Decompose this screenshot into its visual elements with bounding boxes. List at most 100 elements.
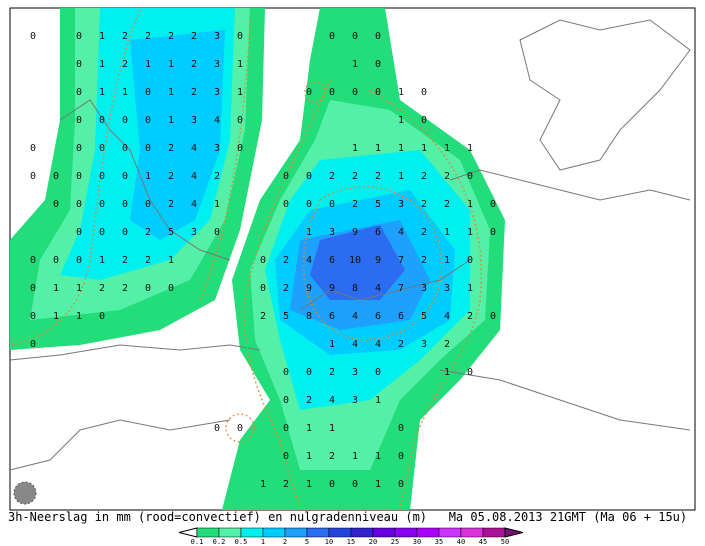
grid-value: 0 xyxy=(99,227,105,238)
grid-value: 3 xyxy=(421,283,427,294)
colorbar-label: 15 xyxy=(347,538,355,546)
grid-value: 3 xyxy=(421,339,427,350)
grid-value: 10 xyxy=(349,255,361,266)
colorbar-segment xyxy=(460,527,484,538)
colorbar-segment xyxy=(196,527,220,538)
grid-value: 2 xyxy=(122,31,128,42)
coastlines xyxy=(9,19,691,471)
grid-value: 0 xyxy=(306,199,312,210)
grid-value: 0 xyxy=(99,115,105,126)
logo xyxy=(13,481,37,505)
grid-value: 2 xyxy=(329,367,335,378)
colorbar-segment xyxy=(416,527,440,538)
grid-value: 1 xyxy=(260,479,266,490)
grid-value: 1 xyxy=(398,115,404,126)
grid-value: 1 xyxy=(444,143,450,154)
grid-value: 0 xyxy=(490,311,496,322)
grid-value: 0 xyxy=(237,115,243,126)
grid-value: 1 xyxy=(467,143,473,154)
grid-value: 3 xyxy=(398,199,404,210)
grid-value: 0 xyxy=(76,171,82,182)
grid-value: 0 xyxy=(467,255,473,266)
colorbar-label: 20 xyxy=(369,538,377,546)
colorbar-label: 50 xyxy=(501,538,509,546)
colorbar-segment xyxy=(372,527,396,538)
grid-value: 2 xyxy=(421,227,427,238)
grid-value: 4 xyxy=(352,339,358,350)
grid-value: 4 xyxy=(191,143,197,154)
colorbar-label: 30 xyxy=(413,538,421,546)
grid-value: 0 xyxy=(76,31,82,42)
grid-value: 6 xyxy=(375,311,381,322)
colorbar-segment xyxy=(394,527,418,538)
grid-value: 9 xyxy=(352,227,358,238)
grid-value: 1 xyxy=(168,255,174,266)
colorbar-label: 45 xyxy=(479,538,487,546)
grid-value: 1 xyxy=(375,479,381,490)
colorbar-segment xyxy=(262,527,286,538)
grid-value: 0 xyxy=(237,143,243,154)
grid-value: 0 xyxy=(375,31,381,42)
grid-value: 3 xyxy=(214,143,220,154)
grid-value: 2 xyxy=(283,255,289,266)
grid-value: 0 xyxy=(306,87,312,98)
grid-value: 1 xyxy=(168,59,174,70)
grid-value: 0 xyxy=(398,423,404,434)
grid-value: 6 xyxy=(375,227,381,238)
grid-value: 2 xyxy=(444,171,450,182)
grid-value: 1 xyxy=(99,255,105,266)
grid-value: 0 xyxy=(352,87,358,98)
grid-value: 0 xyxy=(421,87,427,98)
grid-value: 0 xyxy=(145,199,151,210)
grid-value: 4 xyxy=(191,171,197,182)
grid-value: 0 xyxy=(76,115,82,126)
grid-value: 1 xyxy=(168,87,174,98)
grid-value: 0 xyxy=(76,143,82,154)
colorbar-label: 2 xyxy=(283,538,287,546)
grid-value: 0 xyxy=(76,87,82,98)
colorbar-label: 25 xyxy=(391,538,399,546)
grid-value: 4 xyxy=(214,115,220,126)
grid-value: 0 xyxy=(122,115,128,126)
grid-value: 1 xyxy=(329,339,335,350)
colorbar: 0.1 0.2 0.5 1 2 5 10 15 20 25 30 35 40 45 50 xyxy=(178,527,524,546)
grid-value: 0 xyxy=(237,423,243,434)
grid-value: 0 xyxy=(145,283,151,294)
grid-value: 2 xyxy=(352,199,358,210)
grid-value: 0 xyxy=(99,171,105,182)
grid-value: 1 xyxy=(398,143,404,154)
grid-value: 1 xyxy=(145,171,151,182)
grid-value: 2 xyxy=(122,59,128,70)
grid-value: 4 xyxy=(444,311,450,322)
colorbar-segment xyxy=(284,527,308,538)
grid-value: 2 xyxy=(122,255,128,266)
grid-value: 2 xyxy=(122,283,128,294)
grid-value: 1 xyxy=(375,451,381,462)
grid-value: 2 xyxy=(329,171,335,182)
grid-value: 0 xyxy=(306,171,312,182)
freezing-level-contours xyxy=(9,9,482,511)
grid-value: 1 xyxy=(237,59,243,70)
grid-value: 0 xyxy=(30,31,36,42)
grid-value: 2 xyxy=(375,171,381,182)
grid-value: 0 xyxy=(53,171,59,182)
colorbar-label: 40 xyxy=(457,538,465,546)
grid-value: 1 xyxy=(352,143,358,154)
grid-value: 1 xyxy=(398,171,404,182)
grid-value: 1 xyxy=(375,395,381,406)
grid-value: 2 xyxy=(421,255,427,266)
grid-value: 1 xyxy=(306,451,312,462)
grid-value: 7 xyxy=(398,255,404,266)
grid-value: 2 xyxy=(168,31,174,42)
colorbar-label: 0.5 xyxy=(235,538,248,546)
colorbar-segment xyxy=(306,527,330,538)
grid-value: 0 xyxy=(398,479,404,490)
grid-value: 9 xyxy=(375,255,381,266)
grid-value: 0 xyxy=(30,311,36,322)
grid-value: 0 xyxy=(76,227,82,238)
colorbar-segment xyxy=(218,527,242,538)
grid-value: 1 xyxy=(53,283,59,294)
colorbar-label: 5 xyxy=(305,538,309,546)
grid-value: 6 xyxy=(329,255,335,266)
grid-value: 0 xyxy=(260,283,266,294)
